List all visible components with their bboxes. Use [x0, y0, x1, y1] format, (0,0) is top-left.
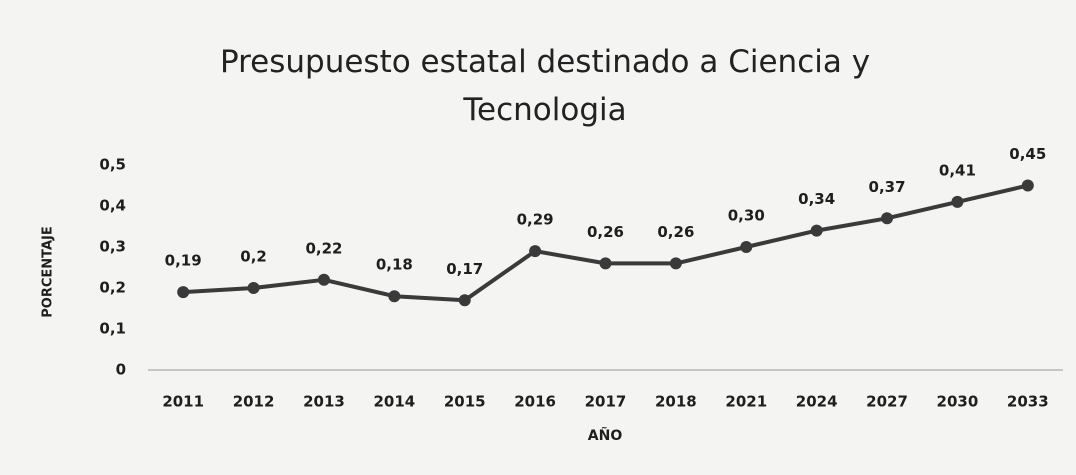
x-tick-label: 2015	[444, 393, 486, 411]
y-axis-title: PORCENTAJE	[41, 226, 56, 318]
marker	[529, 245, 542, 258]
y-tick-label: 0,5	[99, 156, 126, 174]
data-label: 0,37	[869, 178, 906, 196]
x-tick-label: 2033	[1007, 393, 1049, 411]
data-label: 0,45	[1009, 145, 1046, 163]
marker	[740, 241, 753, 253]
data-label: 0,30	[728, 207, 765, 225]
x-tick-label: 2027	[866, 393, 908, 411]
x-tick-label: 2016	[514, 393, 556, 411]
marker	[458, 294, 471, 307]
data-label: 0,17	[446, 260, 483, 278]
x-tick-label: 2030	[937, 393, 979, 411]
x-tick-label: 2011	[162, 393, 204, 411]
data-label: 0,2	[240, 248, 267, 266]
y-tick-label: 0	[116, 361, 126, 379]
data-label: 0,26	[587, 223, 624, 241]
data-label: 0,26	[657, 223, 694, 241]
x-tick-label: 2013	[303, 393, 345, 411]
x-tick-label: 2012	[233, 393, 275, 411]
x-tick-label: 2021	[725, 393, 767, 411]
data-label: 0,22	[305, 239, 342, 257]
marker	[810, 224, 823, 237]
data-label: 0,34	[798, 190, 835, 208]
data-label: 0,29	[517, 211, 554, 229]
y-tick-label: 0,1	[99, 320, 126, 338]
marker	[881, 212, 894, 225]
x-axis-title: AÑO	[588, 427, 623, 444]
data-label: 0,19	[165, 252, 202, 270]
marker	[317, 273, 330, 286]
x-tick-label: 2018	[655, 393, 697, 411]
marker	[247, 282, 260, 294]
marker	[669, 257, 682, 270]
x-tick-label: 2017	[585, 393, 627, 411]
marker	[177, 286, 190, 299]
chart-title: Presupuesto estatal destinado a Ciencia …	[219, 44, 871, 128]
marker	[951, 195, 964, 208]
x-tick-label: 2014	[373, 393, 415, 411]
y-tick-label: 0,2	[99, 279, 126, 297]
data-label: 0,41	[939, 161, 976, 179]
y-tick-label: 0,3	[99, 238, 126, 256]
y-tick-label: 0,4	[99, 197, 126, 215]
marker	[1021, 179, 1034, 192]
data-label: 0,18	[376, 256, 413, 274]
marker	[599, 257, 612, 270]
x-tick-label: 2024	[796, 393, 838, 411]
marker	[388, 290, 401, 303]
